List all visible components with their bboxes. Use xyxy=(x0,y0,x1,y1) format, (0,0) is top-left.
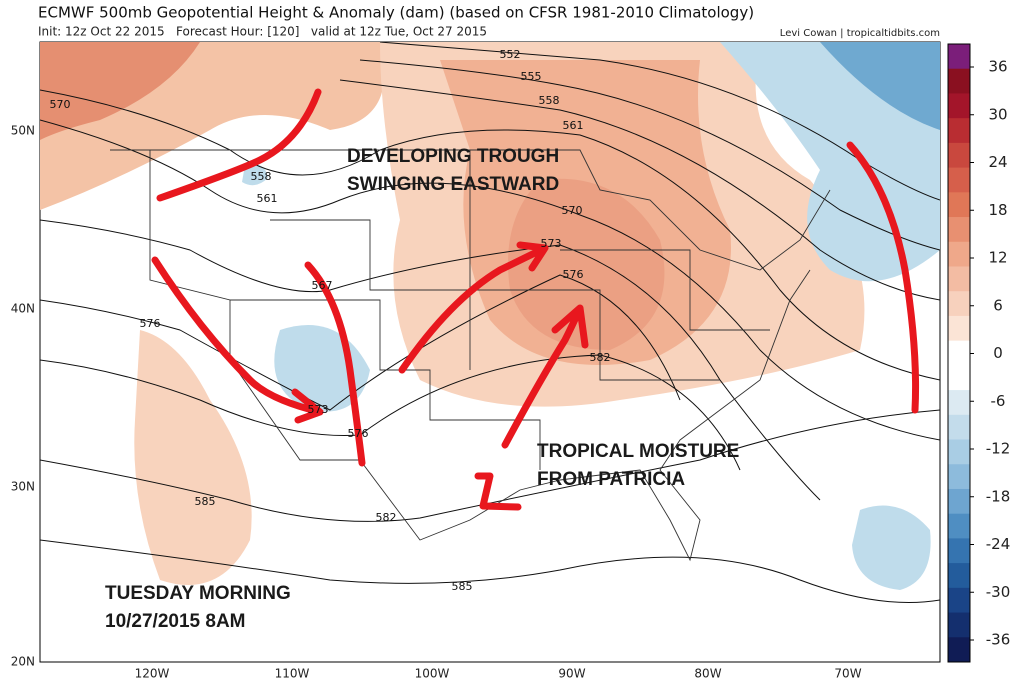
colorbar-band xyxy=(948,637,970,663)
colorbar-band xyxy=(948,390,970,416)
colorbar-band xyxy=(948,68,970,94)
contour-label: 576 xyxy=(140,317,161,330)
lat-label: 20N xyxy=(11,655,35,669)
colorbar-label: 30 xyxy=(988,105,1007,123)
colorbar-band xyxy=(948,291,970,317)
init-line: Init: 12z Oct 22 2015 Forecast Hour: [12… xyxy=(38,25,487,39)
lon-label: 90W xyxy=(558,667,585,678)
colorbar-band xyxy=(948,340,970,366)
contour-label: 558 xyxy=(251,170,272,183)
colorbar-label: -30 xyxy=(986,583,1011,601)
colorbar-label: 24 xyxy=(988,153,1007,171)
colorbar-label: 6 xyxy=(993,296,1003,314)
colorbar-band xyxy=(948,44,970,70)
colorbar-band xyxy=(948,241,970,267)
lon-label: 80W xyxy=(694,667,721,678)
contour-label: 573 xyxy=(541,237,562,250)
colorbar-label: -18 xyxy=(986,487,1011,505)
colorbar-label: -6 xyxy=(991,392,1006,410)
colorbar-band xyxy=(948,118,970,144)
contour-label: 570 xyxy=(562,204,583,217)
contours xyxy=(40,42,940,603)
colorbar-band xyxy=(948,93,970,119)
lon-label: 120W xyxy=(135,667,170,678)
colorbar-label: -12 xyxy=(986,440,1011,458)
contour-label: 558 xyxy=(539,94,560,107)
colorbar-band xyxy=(948,587,970,614)
contour-label: 561 xyxy=(257,192,278,205)
annotation: SWINGING EASTWARD xyxy=(347,174,559,195)
contour-label: 567 xyxy=(312,279,333,292)
colorbar-band xyxy=(948,513,970,539)
lon-label: 100W xyxy=(415,667,450,678)
shading xyxy=(40,42,940,590)
colorbar-label: 12 xyxy=(988,249,1007,267)
annotation: TUESDAY MORNING xyxy=(105,583,291,604)
colorbar-band xyxy=(948,315,970,342)
colorbar-band xyxy=(948,142,970,169)
colorbar-band xyxy=(948,488,970,515)
colorbar-band xyxy=(948,439,970,465)
contour-label: 585 xyxy=(452,580,473,593)
colorbar-band xyxy=(948,612,970,638)
lat-label: 50N xyxy=(11,124,35,138)
credit: Levi Cowan | tropicaltidbits.com xyxy=(780,28,940,39)
contour-label: 582 xyxy=(590,351,611,364)
colorbar: 36 30 24 18 12 6 0 -6 -12 -18 -24 -30 -36 xyxy=(947,43,1011,663)
colorbar-band xyxy=(948,538,970,564)
map-area xyxy=(39,41,941,663)
annotation: TROPICAL MOISTURE xyxy=(537,441,739,462)
lon-label: 110W xyxy=(275,667,310,678)
contour-label: 552 xyxy=(500,48,521,61)
contour-label: 576 xyxy=(348,427,369,440)
contour-label: 561 xyxy=(563,119,584,132)
colorbar-label: -24 xyxy=(986,535,1011,553)
colorbar-label: 0 xyxy=(993,344,1003,362)
colorbar-label: -36 xyxy=(986,631,1011,649)
colorbar-band xyxy=(948,217,970,243)
colorbar-band xyxy=(948,414,970,441)
contour-label: 585 xyxy=(195,495,216,508)
colorbar-band xyxy=(948,563,970,589)
contour-label: 576 xyxy=(563,268,584,281)
colorbar-band xyxy=(948,192,970,218)
colorbar-label: 36 xyxy=(988,58,1007,76)
lat-label: 30N xyxy=(11,480,35,494)
contour-label: 570 xyxy=(50,98,71,111)
colorbar-band xyxy=(948,266,970,292)
contour-label: 573 xyxy=(308,403,329,416)
contour-label: 582 xyxy=(376,511,397,524)
contour-label: 555 xyxy=(521,70,542,83)
colorbar-band xyxy=(948,167,970,193)
colorbar-band xyxy=(948,464,970,490)
annotation: DEVELOPING TROUGH xyxy=(347,146,559,167)
colorbar-band xyxy=(948,365,970,391)
annotation: FROM PATRICIA xyxy=(537,469,685,490)
lon-label: 70W xyxy=(834,667,861,678)
title: ECMWF 500mb Geopotential Height & Anomal… xyxy=(38,4,754,22)
colorbar-label: 18 xyxy=(988,201,1007,219)
lat-label: 40N xyxy=(11,302,35,316)
arrows xyxy=(151,88,920,511)
annotation: 10/27/2015 8AM xyxy=(105,611,246,632)
